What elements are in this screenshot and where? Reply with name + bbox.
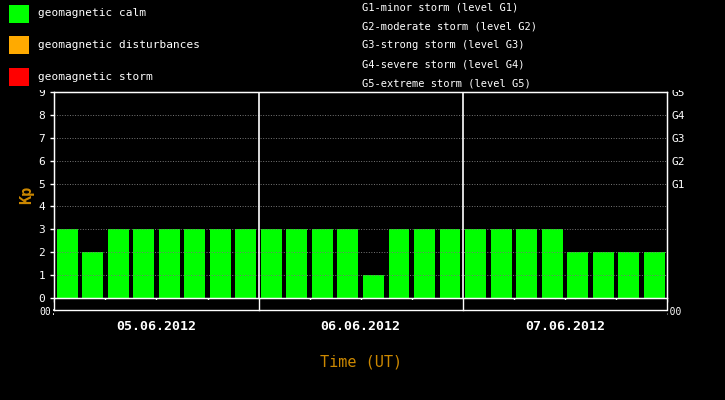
Bar (286, 229, 307, 298)
Bar (133, 229, 154, 298)
Bar (465, 229, 486, 298)
Bar (57, 229, 78, 298)
Bar (516, 229, 537, 298)
Bar (159, 229, 180, 298)
Bar (567, 252, 588, 298)
Text: Time (UT): Time (UT) (320, 354, 402, 370)
Bar (337, 229, 358, 298)
Text: G2-moderate storm (level G2): G2-moderate storm (level G2) (362, 22, 537, 32)
Bar (542, 229, 563, 298)
Bar (236, 229, 256, 298)
Bar (261, 229, 282, 298)
Bar (363, 275, 384, 298)
Text: 05.06.2012: 05.06.2012 (117, 320, 196, 333)
Text: G1-minor storm (level G1): G1-minor storm (level G1) (362, 3, 519, 13)
Text: geomagnetic storm: geomagnetic storm (38, 72, 152, 82)
Bar (439, 229, 460, 298)
Bar (389, 229, 410, 298)
Text: geomagnetic disturbances: geomagnetic disturbances (38, 40, 199, 50)
Bar (9, 68, 29, 86)
Bar (9, 36, 29, 54)
Bar (618, 252, 639, 298)
Text: 06.06.2012: 06.06.2012 (320, 320, 401, 333)
Text: G4-severe storm (level G4): G4-severe storm (level G4) (362, 59, 525, 69)
Bar (9, 4, 29, 22)
Bar (108, 229, 128, 298)
Bar (414, 229, 435, 298)
Bar (644, 252, 665, 298)
Text: G3-strong storm (level G3): G3-strong storm (level G3) (362, 40, 525, 50)
Bar (491, 229, 512, 298)
Bar (82, 252, 103, 298)
Bar (593, 252, 613, 298)
Bar (312, 229, 333, 298)
Y-axis label: Kp: Kp (20, 186, 34, 204)
Text: G5-extreme storm (level G5): G5-extreme storm (level G5) (362, 78, 531, 88)
Text: geomagnetic calm: geomagnetic calm (38, 8, 146, 18)
Bar (210, 229, 231, 298)
Bar (184, 229, 205, 298)
Text: 07.06.2012: 07.06.2012 (525, 320, 605, 333)
